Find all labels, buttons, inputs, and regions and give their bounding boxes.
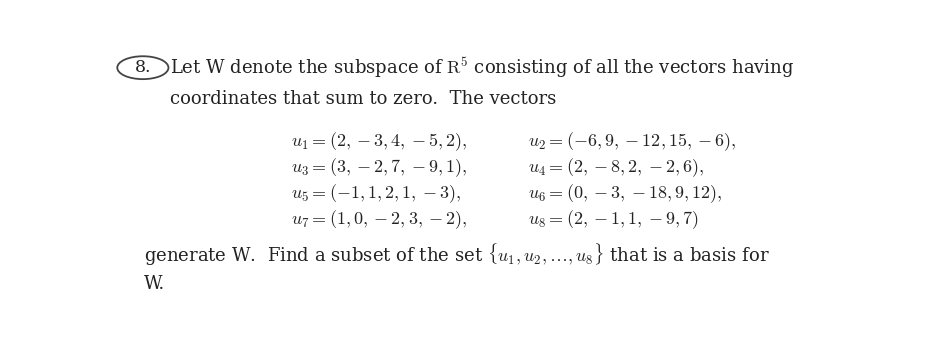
Text: $u_5 = (-1, 1, 2, 1, -3),$: $u_5 = (-1, 1, 2, 1, -3),$	[291, 182, 462, 205]
Text: $u_1 = (2, -3, 4, -5, 2),$: $u_1 = (2, -3, 4, -5, 2),$	[291, 130, 468, 153]
Text: W.: W.	[144, 275, 166, 294]
Text: 8.: 8.	[135, 59, 151, 76]
Text: $u_6 = (0, -3, -18, 9, 12),$: $u_6 = (0, -3, -18, 9, 12),$	[528, 182, 722, 205]
Text: Let W denote the subspace of $\mathrm{R}^{5}$ consisting of all the vectors havi: Let W denote the subspace of $\mathrm{R}…	[170, 55, 795, 80]
Text: coordinates that sum to zero.  The vectors: coordinates that sum to zero. The vector…	[170, 90, 556, 108]
Text: $u_7 = (1, 0, -2, 3, -2),$: $u_7 = (1, 0, -2, 3, -2),$	[291, 208, 468, 231]
Text: $u_2 = (-6, 9, -12, 15, -6),$: $u_2 = (-6, 9, -12, 15, -6),$	[528, 130, 736, 153]
Text: $u_8 = (2, -1, 1, -9, 7)$: $u_8 = (2, -1, 1, -9, 7)$	[528, 208, 698, 231]
Text: $u_3 = (3, -2, 7, -9, 1),$: $u_3 = (3, -2, 7, -9, 1),$	[291, 156, 468, 179]
Text: $u_4 = (2, -8, 2, -2, 6),$: $u_4 = (2, -8, 2, -2, 6),$	[528, 156, 704, 179]
Text: generate W.  Find a subset of the set $\{u_1, u_2, \ldots, u_8\}$ that is a basi: generate W. Find a subset of the set $\{…	[144, 242, 770, 268]
